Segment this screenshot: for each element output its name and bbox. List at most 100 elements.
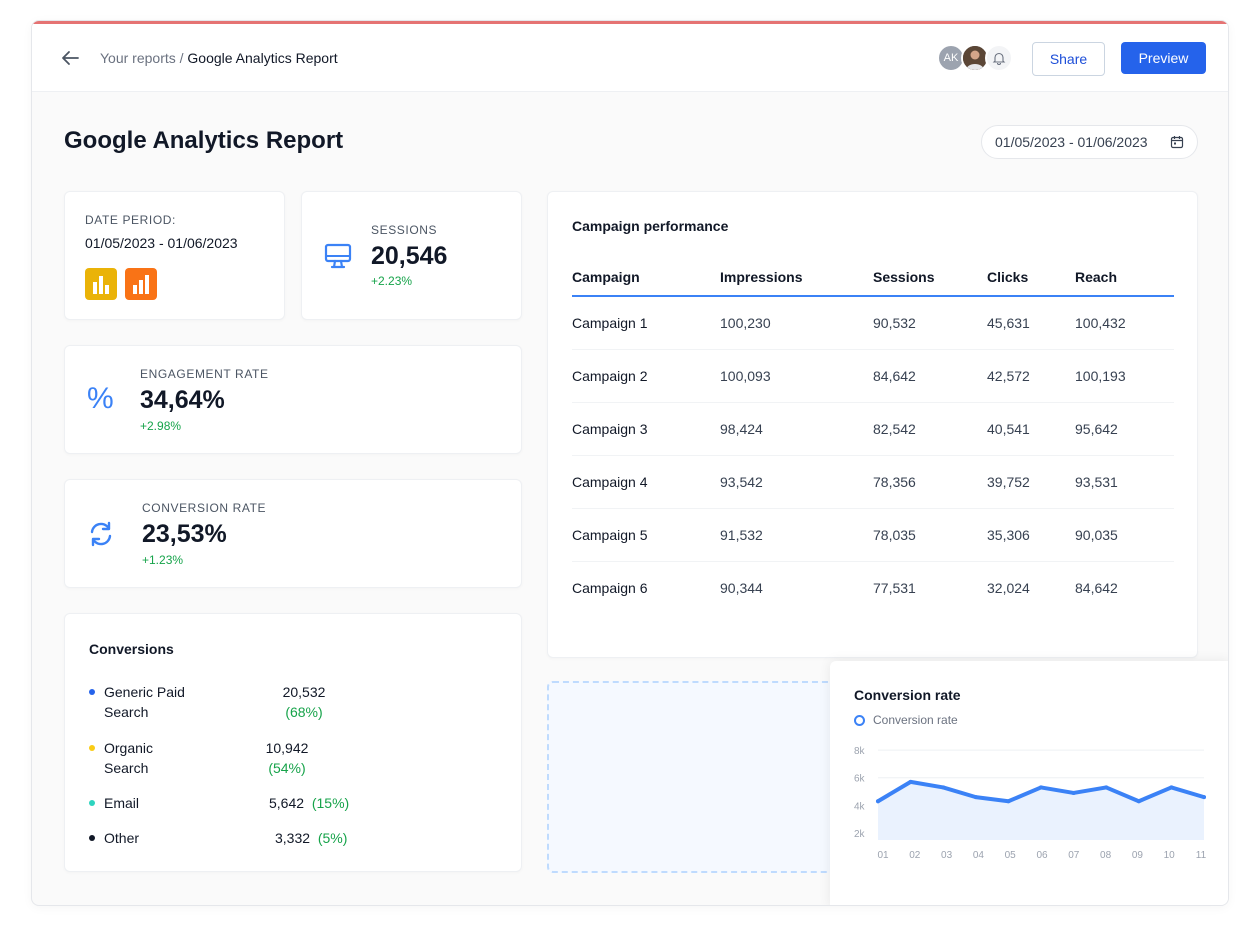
- conversion-rate-delta: +1.23%: [142, 553, 184, 567]
- conversion-source-name: Other: [104, 830, 140, 846]
- sessions-card: SESSIONS 20,546 +2.23%: [301, 191, 522, 320]
- monitor-icon: [324, 242, 352, 275]
- table-cell: 84,642: [873, 349, 987, 403]
- y-tick-label: 6k: [854, 774, 866, 785]
- table-cell: 93,531: [1075, 455, 1174, 509]
- conversion-pct: (68%): [285, 704, 323, 720]
- engagement-rate-label: ENGAGEMENT RATE: [140, 367, 269, 381]
- data-point[interactable]: [1071, 790, 1076, 795]
- conversion-source-value: 3,332 (5%): [275, 828, 347, 848]
- engagement-rate-delta: +2.98%: [140, 419, 182, 433]
- x-tick-label: 05: [1005, 850, 1017, 861]
- x-tick-label: 01: [877, 850, 889, 861]
- avatar[interactable]: AK: [937, 44, 965, 72]
- table-cell: Campaign 2: [572, 349, 720, 403]
- column-header[interactable]: Impressions: [720, 252, 873, 297]
- table-cell: 100,193: [1075, 349, 1174, 403]
- table-cell: 100,432: [1075, 296, 1174, 350]
- table-cell: 35,306: [987, 508, 1075, 562]
- data-point[interactable]: [1039, 785, 1043, 790]
- column-header[interactable]: Clicks: [987, 252, 1075, 297]
- table-cell: 84,642: [1075, 579, 1118, 596]
- table-cell: 91,532: [720, 508, 873, 562]
- data-point[interactable]: [1104, 785, 1109, 790]
- y-tick-label: 4k: [854, 801, 866, 812]
- data-point[interactable]: [973, 795, 978, 800]
- table-cell: 82,542: [873, 402, 987, 456]
- x-tick-label: 10: [1164, 850, 1176, 861]
- table-cell: 90,532: [873, 296, 987, 350]
- conversions-title: Conversions: [89, 641, 174, 657]
- table-header-row: Campaign Impressions Sessions Clicks Rea…: [572, 252, 1174, 297]
- breadcrumb: Your reports / Google Analytics Report: [100, 50, 338, 66]
- table-cell: 78,356: [873, 455, 987, 509]
- x-tick-label: 06: [1036, 850, 1048, 861]
- conversion-pct: (15%): [311, 795, 350, 811]
- table-cell: 100,230: [720, 296, 873, 350]
- chart-title: Conversion rate: [854, 687, 961, 703]
- table-row: Campaign 3 98,424 82,542 40,541 95,642: [572, 402, 1174, 456]
- table-cell: Campaign 5: [572, 508, 720, 562]
- legend-dot: [89, 835, 95, 841]
- x-tick-label: 02: [909, 850, 921, 861]
- date-range-value: 01/05/2023 - 01/06/2023: [995, 134, 1148, 150]
- breadcrumb-parent[interactable]: Your reports /: [100, 50, 184, 66]
- legend-ring-icon: [854, 714, 865, 726]
- conversion-rate-value: 23,53%: [142, 520, 227, 548]
- date-period-card: DATE PERIOD: 01/05/2023 - 01/06/2023: [64, 191, 285, 320]
- x-tick-label: 08: [1100, 850, 1112, 861]
- collaborator-avatars: AK: [937, 44, 1017, 74]
- table-row: Campaign 5 91,532 78,035 35,306 90,035: [572, 508, 1174, 562]
- legend-dot: [89, 800, 95, 806]
- data-point[interactable]: [876, 799, 880, 804]
- conversion-value: 10,942: [265, 740, 309, 756]
- data-point[interactable]: [1006, 799, 1011, 804]
- table-row: Campaign 4 93,542 78,356 39,752 93,531: [572, 455, 1174, 509]
- sessions-value: 20,546: [371, 242, 448, 270]
- calendar-icon: [1170, 135, 1184, 152]
- legend-label: Conversion rate: [873, 713, 958, 727]
- table-cell: 45,631: [987, 296, 1075, 350]
- conversion-value: 5,642: [269, 795, 305, 811]
- table-cell: 95,642: [1075, 402, 1174, 456]
- bar-chart-icon[interactable]: [125, 268, 157, 300]
- widget-drop-zone[interactable]: [547, 681, 867, 873]
- sessions-label: SESSIONS: [371, 223, 438, 237]
- engagement-rate-value: 34,64%: [140, 386, 225, 414]
- column-header[interactable]: Sessions: [873, 252, 987, 297]
- back-arrow-icon[interactable]: [58, 48, 82, 68]
- data-point[interactable]: [1169, 785, 1174, 790]
- preview-button[interactable]: Preview: [1121, 42, 1206, 74]
- column-header[interactable]: Reach: [1075, 252, 1174, 297]
- conversion-value: 20,532: [282, 684, 326, 700]
- table-cell: 40,541: [987, 402, 1075, 456]
- data-point[interactable]: [1136, 799, 1141, 804]
- date-period-label: DATE PERIOD:: [85, 213, 176, 227]
- series-area: [878, 781, 1204, 840]
- conversion-rate-chart-card[interactable]: Conversion rate Conversion rate 2k 4k 6k 8k…: [830, 661, 1228, 905]
- notification-bell-icon[interactable]: [985, 44, 1013, 72]
- y-tick-label: 2k: [854, 829, 866, 840]
- header: Your reports / Google Analytics Report A…: [32, 24, 1228, 92]
- x-tick-label: 11: [1196, 850, 1207, 861]
- bar-chart-icon[interactable]: [85, 268, 117, 300]
- data-point[interactable]: [1202, 795, 1206, 800]
- column-header[interactable]: Campaign: [572, 252, 720, 297]
- campaign-table: Campaign Impressions Sessions Clicks Rea…: [572, 252, 1174, 614]
- table-cell: 39,752: [987, 455, 1075, 509]
- data-point[interactable]: [908, 779, 913, 784]
- table-row: Campaign 1 100,230 90,532 45,631 100,432: [572, 296, 1174, 350]
- legend-dot: [89, 689, 95, 695]
- conversion-rate-label: CONVERSION RATE: [142, 501, 267, 515]
- conversion-source-name: Email: [104, 795, 140, 811]
- x-tick-label: 07: [1068, 850, 1080, 861]
- share-button[interactable]: Share: [1032, 42, 1105, 76]
- conversion-value: 3,332: [275, 830, 311, 846]
- table-cell: Campaign 1: [572, 296, 720, 350]
- conversions-card: Conversions Generic Paid Search 20,532 (…: [64, 613, 522, 872]
- date-range-picker[interactable]: 01/05/2023 - 01/06/2023: [981, 125, 1198, 159]
- sessions-delta: +2.23%: [371, 274, 413, 288]
- data-point[interactable]: [941, 785, 946, 790]
- engagement-rate-card: % ENGAGEMENT RATE 34,64% +2.98%: [64, 345, 522, 454]
- table-cell: Campaign 3: [572, 402, 720, 456]
